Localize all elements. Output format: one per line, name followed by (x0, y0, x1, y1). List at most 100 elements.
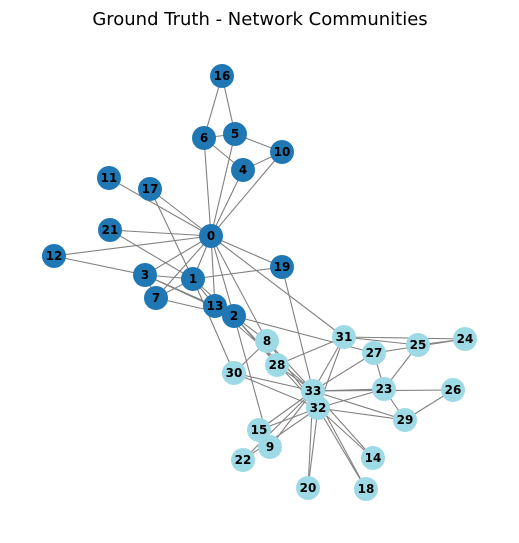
node-9: 9 (258, 435, 282, 459)
node-circle-24 (453, 327, 477, 351)
node-circle-22 (231, 448, 255, 472)
edge-0-6 (203, 137, 212, 237)
edge-29-33 (312, 390, 406, 421)
node-24: 24 (453, 327, 477, 351)
node-5: 5 (223, 122, 247, 146)
edge-0-19 (210, 235, 283, 268)
node-label-3: 3 (141, 268, 149, 282)
node-circle-5 (223, 122, 247, 146)
node-circle-13 (203, 294, 227, 318)
edge-22-33 (242, 390, 314, 461)
node-label-12: 12 (46, 249, 63, 263)
node-label-6: 6 (200, 131, 208, 145)
node-label-8: 8 (263, 334, 271, 348)
edge-22-32 (242, 407, 319, 461)
node-label-30: 30 (226, 366, 243, 380)
edge-25-31 (343, 336, 419, 346)
node-label-26: 26 (445, 383, 462, 397)
node-label-2: 2 (230, 309, 238, 323)
edge-0-4 (210, 169, 244, 237)
edge-0-7 (155, 235, 212, 299)
node-circle-18 (354, 477, 378, 501)
node-label-20: 20 (300, 481, 317, 495)
node-circle-27 (362, 341, 386, 365)
node-circle-8 (255, 329, 279, 353)
node-33: 33 (301, 379, 325, 403)
node-circle-7 (144, 286, 168, 310)
node-circle-16 (210, 64, 234, 88)
node-25: 25 (406, 333, 430, 357)
node-2: 2 (222, 304, 246, 328)
node-label-10: 10 (274, 145, 291, 159)
edge-0-31 (210, 235, 345, 338)
node-label-25: 25 (410, 338, 427, 352)
node-label-23: 23 (376, 382, 393, 396)
node-20: 20 (296, 476, 320, 500)
edge-1-30 (192, 278, 235, 374)
node-label-19: 19 (274, 260, 291, 274)
node-10: 10 (270, 140, 294, 164)
edge-0-17 (149, 188, 212, 237)
node-circle-19 (270, 255, 294, 279)
edge-3-13 (144, 274, 216, 307)
node-label-32: 32 (310, 401, 327, 415)
node-circle-2 (222, 304, 246, 328)
node-6: 6 (192, 126, 216, 150)
node-label-4: 4 (239, 163, 247, 177)
edge-0-8 (210, 235, 268, 342)
node-circle-29 (393, 408, 417, 432)
node-label-9: 9 (266, 440, 274, 454)
edge-1-19 (192, 266, 283, 280)
node-label-13: 13 (207, 299, 224, 313)
node-19: 19 (270, 255, 294, 279)
edge-1-17 (149, 188, 194, 280)
node-8: 8 (255, 329, 279, 353)
nodes-layer: 0123456789101112131415161718192021222324… (42, 64, 477, 501)
node-15: 15 (247, 418, 271, 442)
edge-30-33 (233, 372, 314, 392)
node-label-15: 15 (251, 423, 268, 437)
node-27: 27 (362, 341, 386, 365)
node-circle-0 (199, 224, 223, 248)
edge-3-12 (53, 255, 146, 276)
node-circle-15 (247, 418, 271, 442)
node-circle-26 (441, 378, 465, 402)
edge-0-11 (108, 177, 212, 237)
node-circle-17 (138, 177, 162, 201)
node-label-14: 14 (365, 451, 382, 465)
node-circle-1 (181, 267, 205, 291)
node-label-31: 31 (336, 330, 353, 344)
node-label-28: 28 (269, 358, 286, 372)
edge-24-31 (343, 336, 466, 340)
node-21: 21 (98, 218, 122, 242)
node-circle-4 (231, 158, 255, 182)
node-label-7: 7 (152, 291, 160, 305)
node-circle-9 (258, 435, 282, 459)
edge-29-32 (317, 407, 406, 421)
node-label-21: 21 (102, 223, 119, 237)
node-label-22: 22 (235, 453, 252, 467)
node-30: 30 (222, 361, 246, 385)
node-label-0: 0 (207, 229, 215, 243)
edge-19-33 (281, 266, 314, 392)
node-18: 18 (354, 477, 378, 501)
node-29: 29 (393, 408, 417, 432)
node-label-1: 1 (189, 272, 197, 286)
node-31: 31 (332, 325, 356, 349)
node-circle-25 (406, 333, 430, 357)
edge-0-12 (53, 235, 212, 257)
node-circle-23 (372, 377, 396, 401)
edge-0-10 (210, 151, 283, 237)
node-circle-33 (301, 379, 325, 403)
node-label-24: 24 (457, 332, 474, 346)
node-circle-20 (296, 476, 320, 500)
node-28: 28 (265, 353, 289, 377)
node-label-33: 33 (305, 384, 322, 398)
node-1: 1 (181, 267, 205, 291)
node-label-18: 18 (358, 482, 375, 496)
node-7: 7 (144, 286, 168, 310)
node-label-17: 17 (142, 182, 159, 196)
node-label-27: 27 (366, 346, 383, 360)
node-4: 4 (231, 158, 255, 182)
node-label-29: 29 (397, 413, 414, 427)
